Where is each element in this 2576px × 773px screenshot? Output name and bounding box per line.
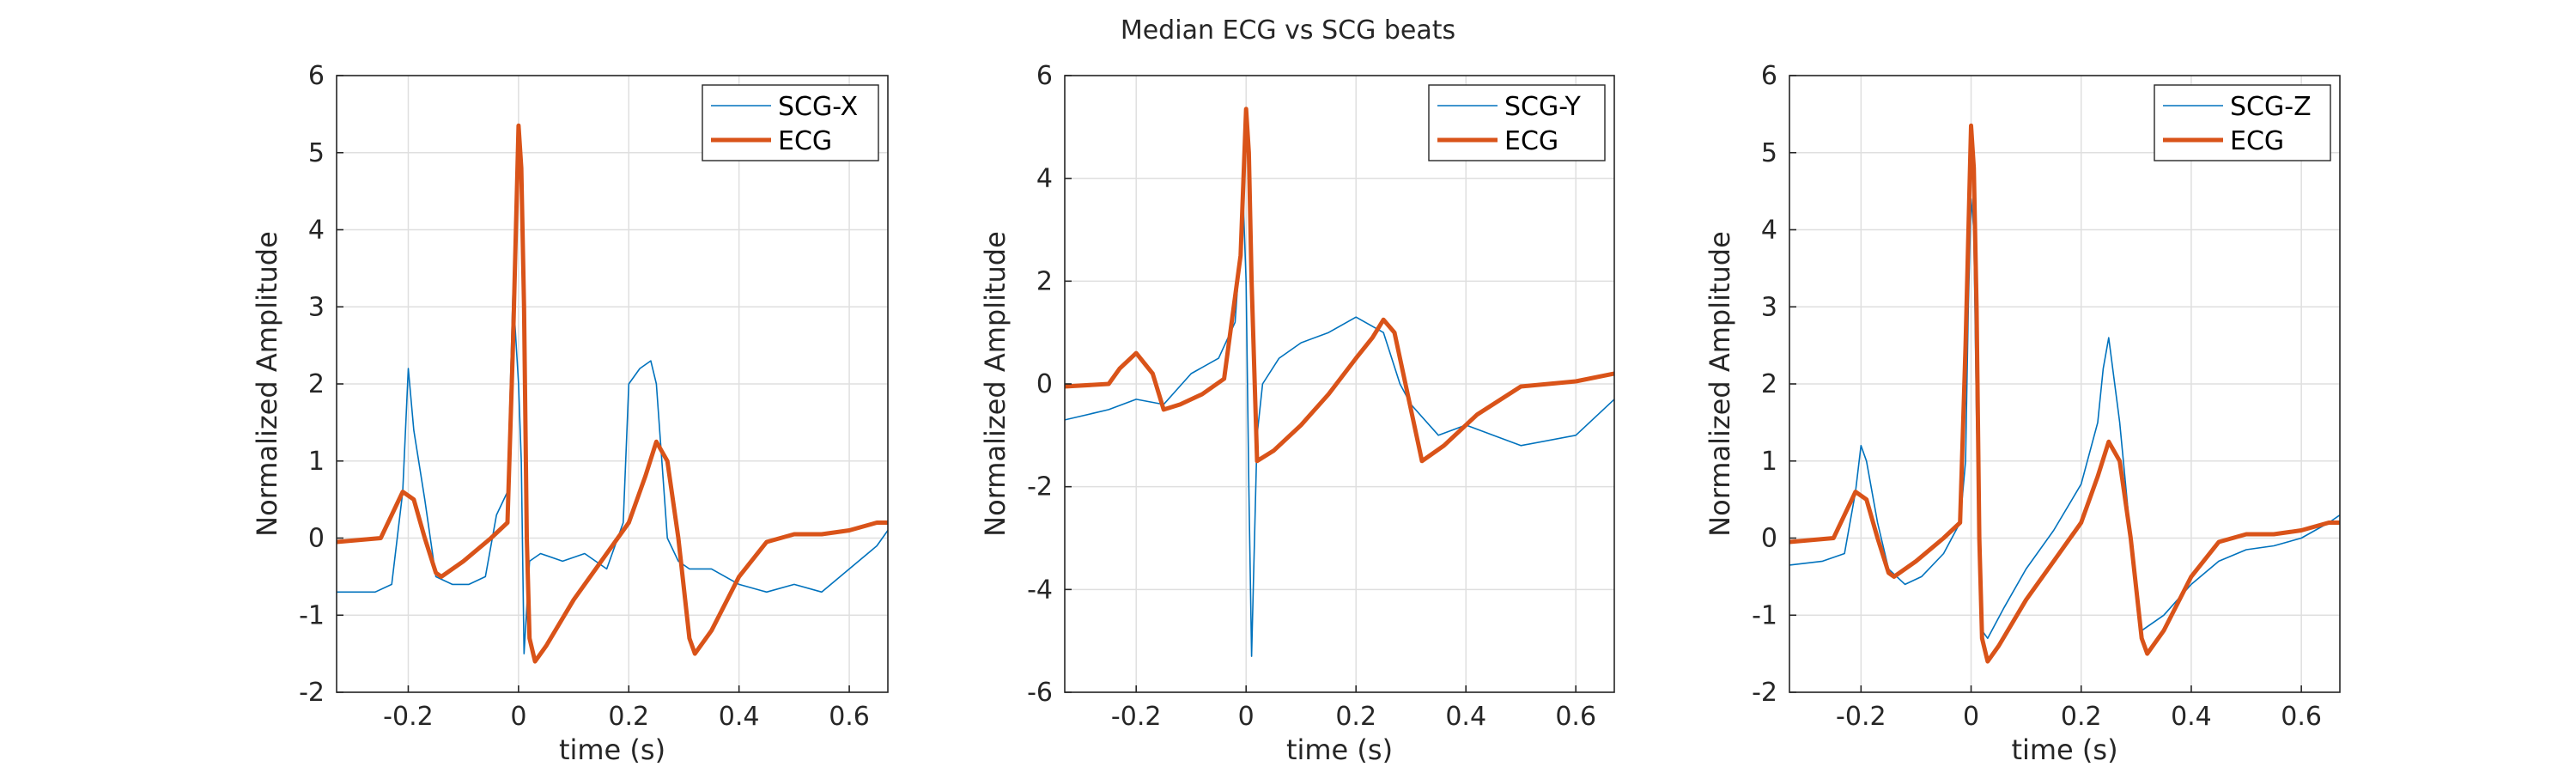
x-tick-label: -0.2 <box>1111 702 1162 732</box>
y-tick-label: -1 <box>299 600 325 630</box>
y-tick-label: -2 <box>299 678 325 708</box>
y-tick-label: 1 <box>1761 447 1777 477</box>
y-tick-label: 0 <box>1761 524 1777 554</box>
legend-label-ecg: ECG <box>778 126 832 156</box>
x-tick-label: 0.6 <box>2281 702 2322 732</box>
y-tick-label: 6 <box>1036 61 1053 91</box>
legend: SCG-X ECG <box>702 84 879 161</box>
y-tick-label: 3 <box>1761 292 1777 322</box>
y-axis-label: Normalized Amplitude <box>251 231 283 537</box>
y-tick-label: 2 <box>1036 266 1053 296</box>
series-line-ecg <box>1065 107 1614 464</box>
series-line-scg-y <box>1065 203 1614 657</box>
y-tick-label: 0 <box>308 524 325 554</box>
y-tick-label: -4 <box>1027 575 1053 605</box>
y-tick-label: 0 <box>1036 369 1053 399</box>
legend: SCG-Z ECG <box>2154 84 2331 161</box>
y-tick-label: -2 <box>1027 472 1053 502</box>
x-tick-label: 0 <box>1238 702 1255 732</box>
legend-box <box>1428 84 1606 161</box>
y-tick-label: 4 <box>308 216 325 246</box>
y-tick-label: -6 <box>1027 678 1053 708</box>
legend-label-scg-x: SCG-X <box>778 92 858 122</box>
legend-label-ecg: ECG <box>2230 126 2284 156</box>
y-axis-label: Normalized Amplitude <box>1704 231 1736 537</box>
y-tick-label: 5 <box>1761 138 1777 168</box>
legend-label-ecg: ECG <box>1504 126 1558 156</box>
x-tick-label: 0.6 <box>1555 702 1596 732</box>
y-axis-label: Normalized Amplitude <box>979 231 1012 537</box>
legend-box <box>702 84 879 161</box>
subplot-3: -0.2 0 0.2 0.4 0.6 -2 -1 0 1 2 3 4 5 6 time (s) Normali… <box>1704 61 2341 766</box>
legend: SCG-Y ECG <box>1428 84 1606 161</box>
x-tick-label: 0.4 <box>719 702 760 732</box>
series-line-scg-x <box>337 290 888 654</box>
y-tick-label: 2 <box>1761 369 1777 399</box>
series-line-ecg <box>1789 123 2340 664</box>
x-tick-label: 0.6 <box>829 702 870 732</box>
figure-title: Median ECG vs SCG beats <box>1120 15 1456 46</box>
legend-label-scg-y: SCG-Y <box>1504 92 1582 122</box>
y-tick-label: 6 <box>1761 61 1777 91</box>
y-tick-label: 6 <box>308 61 325 91</box>
y-tick-label: 1 <box>308 447 325 477</box>
x-tick-label: 0.2 <box>1335 702 1376 732</box>
x-axis-label: time (s) <box>1286 733 1393 766</box>
x-axis-label: time (s) <box>559 733 665 766</box>
legend-label-scg-z: SCG-Z <box>2230 92 2312 122</box>
x-tick-label: 0.2 <box>608 702 649 732</box>
subplot-2: -0.2 0 0.2 0.4 0.6 -6 -4 -2 0 2 4 6 time (s) Normaliz… <box>979 61 1615 766</box>
x-tick-label: 0 <box>510 702 526 732</box>
y-tick-label: 4 <box>1036 164 1053 194</box>
x-tick-label: 0.4 <box>2171 702 2212 732</box>
y-tick-label: -1 <box>1752 600 1777 630</box>
y-tick-label: 2 <box>308 369 325 399</box>
y-tick-label: 3 <box>308 292 325 322</box>
y-tick-label: -2 <box>1752 678 1777 708</box>
series-line-ecg <box>337 123 888 664</box>
x-tick-label: -0.2 <box>383 702 434 732</box>
series-line-scg-z <box>1789 198 2340 639</box>
y-tick-label: 5 <box>308 138 325 168</box>
legend-box <box>2154 84 2331 161</box>
y-tick-label: 4 <box>1761 216 1777 246</box>
x-tick-label: 0.4 <box>1445 702 1486 732</box>
x-tick-label: -0.2 <box>1836 702 1886 732</box>
x-axis-label: time (s) <box>2011 733 2117 766</box>
x-tick-label: 0 <box>1963 702 1979 732</box>
x-tick-label: 0.2 <box>2061 702 2102 732</box>
subplot-1: -0.2 0 0.2 0.4 0.6 -2 -1 0 1 2 3 4 5 6 time (s) Normali… <box>251 61 889 766</box>
